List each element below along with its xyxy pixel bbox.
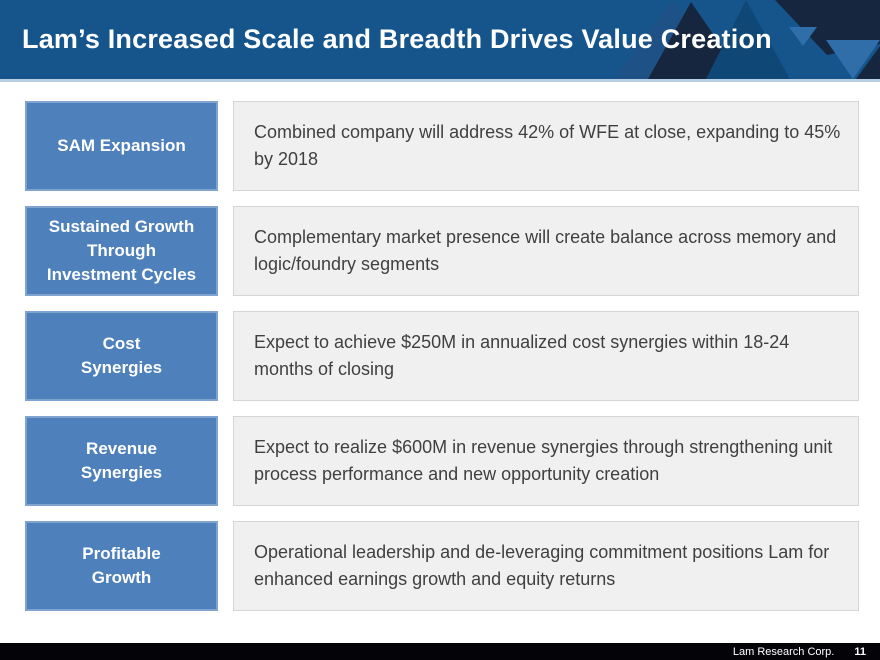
row-sustained-growth: Sustained Growth Through Investment Cycl… (25, 206, 859, 296)
footer-bar: Lam Research Corp. 11 (0, 643, 880, 660)
row-body: Expect to realize $600M in revenue syner… (233, 416, 859, 506)
row-label: Sustained Growth Through Investment Cycl… (25, 206, 218, 296)
triangle-light-down (826, 40, 880, 79)
triangle-deep-up (706, 0, 790, 79)
row-sam-expansion: SAM Expansion Combined company will addr… (25, 101, 859, 191)
row-label: SAM Expansion (25, 101, 218, 191)
row-body: Expect to achieve $250M in annualized co… (233, 311, 859, 401)
row-profitable-growth: Profitable Growth Operational leadership… (25, 521, 859, 611)
triangle-decoration (614, 0, 880, 79)
row-body: Complementary market presence will creat… (233, 206, 859, 296)
row-body: Operational leadership and de-leveraging… (233, 521, 859, 611)
triangle-light-down-small (789, 27, 817, 46)
footer-company: Lam Research Corp. (732, 645, 835, 658)
row-revenue-synergies: Revenue Synergies Expect to realize $600… (25, 416, 859, 506)
row-body: Combined company will address 42% of WFE… (233, 101, 859, 191)
content-rows: SAM Expansion Combined company will addr… (25, 101, 859, 626)
slide-title: Lam’s Increased Scale and Breadth Drives… (22, 24, 772, 54)
triangle-navy-bottom-right (856, 46, 880, 79)
row-text: Combined company will address 42% of WFE… (254, 122, 841, 169)
row-label: Cost Synergies (25, 311, 218, 401)
row-text: Complementary market presence will creat… (254, 227, 837, 274)
footer-page-number: 11 (854, 645, 866, 658)
row-label: Revenue Synergies (25, 416, 218, 506)
header-band: Lam’s Increased Scale and Breadth Drives… (0, 0, 880, 82)
row-text: Operational leadership and de-leveraging… (254, 542, 830, 589)
row-label: Profitable Growth (25, 521, 218, 611)
row-cost-synergies: Cost Synergies Expect to achieve $250M i… (25, 311, 859, 401)
row-text: Expect to realize $600M in revenue syner… (254, 437, 833, 484)
row-text: Expect to achieve $250M in annualized co… (254, 332, 790, 379)
